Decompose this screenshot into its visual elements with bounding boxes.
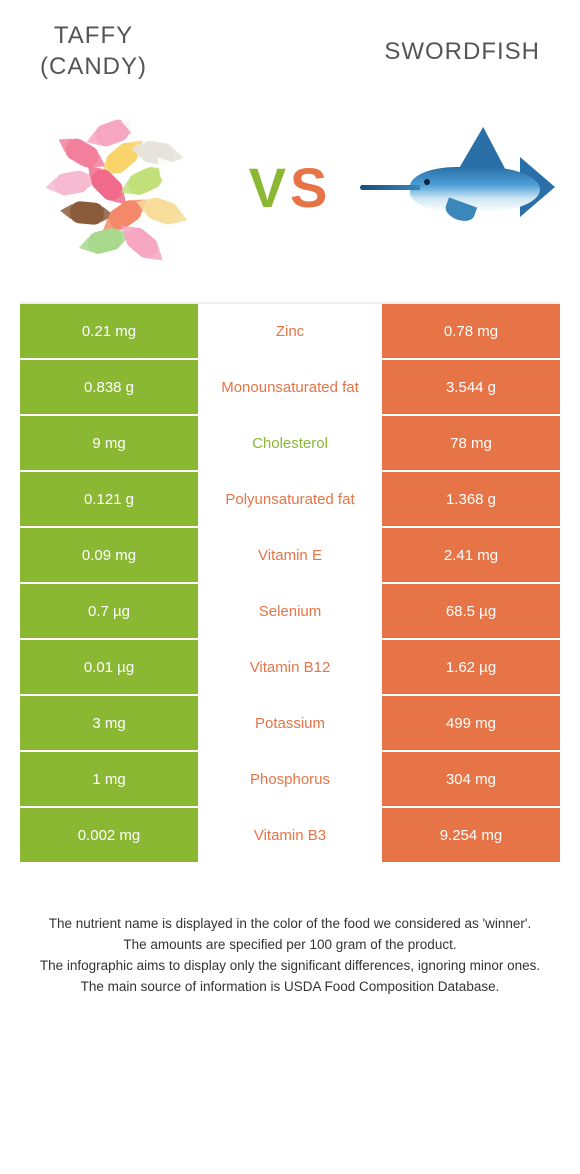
right-value: 1.62 µg bbox=[380, 640, 560, 694]
right-value: 0.78 mg bbox=[380, 304, 560, 358]
nutrient-label: Phosphorus bbox=[200, 752, 380, 806]
candy-piece bbox=[86, 226, 125, 256]
candy-piece bbox=[156, 158, 195, 198]
table-row: 9 mgCholesterol78 mg bbox=[20, 416, 560, 472]
left-value: 0.002 mg bbox=[20, 808, 200, 862]
footnote-line: The amounts are specified per 100 gram o… bbox=[30, 935, 550, 956]
right-food-title: Swordfish bbox=[384, 36, 540, 67]
footnotes: The nutrient name is displayed in the co… bbox=[0, 864, 580, 998]
vs-badge: VS bbox=[249, 155, 332, 220]
right-value: 68.5 µg bbox=[380, 584, 560, 638]
right-value: 78 mg bbox=[380, 416, 560, 470]
left-value: 0.09 mg bbox=[20, 528, 200, 582]
nutrient-label: Vitamin B3 bbox=[200, 808, 380, 862]
table-row: 0.21 mgZinc0.78 mg bbox=[20, 304, 560, 360]
table-row: 3 mgPotassium499 mg bbox=[20, 696, 560, 752]
left-value: 0.01 µg bbox=[20, 640, 200, 694]
right-value: 3.544 g bbox=[380, 360, 560, 414]
footnote-line: The main source of information is USDA F… bbox=[30, 977, 550, 998]
left-value: 9 mg bbox=[20, 416, 200, 470]
right-value: 2.41 mg bbox=[380, 528, 560, 582]
candy-piece bbox=[53, 170, 90, 198]
right-value: 1.368 g bbox=[380, 472, 560, 526]
nutrient-label: Monounsaturated fat bbox=[200, 360, 380, 414]
left-value: 1 mg bbox=[20, 752, 200, 806]
right-value: 9.254 mg bbox=[380, 808, 560, 862]
left-food-title: Taffy (candy) bbox=[40, 20, 147, 82]
nutrient-label: Vitamin B12 bbox=[200, 640, 380, 694]
nutrient-label: Zinc bbox=[200, 304, 380, 358]
nutrient-label: Vitamin E bbox=[200, 528, 380, 582]
table-row: 0.7 µgSelenium68.5 µg bbox=[20, 584, 560, 640]
left-value: 0.838 g bbox=[20, 360, 200, 414]
left-title-line1: Taffy bbox=[40, 20, 147, 51]
right-value: 304 mg bbox=[380, 752, 560, 806]
footnote-line: The infographic aims to display only the… bbox=[30, 956, 550, 977]
candy-piece bbox=[122, 224, 162, 263]
table-row: 0.002 mgVitamin B39.254 mg bbox=[20, 808, 560, 864]
table-row: 0.838 gMonounsaturated fat3.544 g bbox=[20, 360, 560, 416]
left-title-line2: (candy) bbox=[40, 51, 147, 82]
table-row: 1 mgPhosphorus304 mg bbox=[20, 752, 560, 808]
left-food-image bbox=[30, 102, 200, 272]
left-value: 0.7 µg bbox=[20, 584, 200, 638]
footnote-line: The nutrient name is displayed in the co… bbox=[30, 914, 550, 935]
nutrient-table: 0.21 mgZinc0.78 mg0.838 gMonounsaturated… bbox=[20, 302, 560, 864]
right-food-image bbox=[380, 102, 550, 272]
nutrient-label: Potassium bbox=[200, 696, 380, 750]
table-row: 0.01 µgVitamin B121.62 µg bbox=[20, 640, 560, 696]
header: Taffy (candy) Swordfish bbox=[0, 0, 580, 92]
images-row: VS bbox=[0, 92, 580, 302]
vs-letter-s: S bbox=[290, 156, 331, 219]
nutrient-label: Cholesterol bbox=[200, 416, 380, 470]
left-value: 3 mg bbox=[20, 696, 200, 750]
left-value: 0.21 mg bbox=[20, 304, 200, 358]
right-value: 499 mg bbox=[380, 696, 560, 750]
table-row: 0.09 mgVitamin E2.41 mg bbox=[20, 528, 560, 584]
candy-piece bbox=[69, 201, 105, 226]
nutrient-label: Polyunsaturated fat bbox=[200, 472, 380, 526]
left-value: 0.121 g bbox=[20, 472, 200, 526]
candy-piece bbox=[142, 195, 181, 227]
swordfish-illustration bbox=[380, 127, 550, 247]
nutrient-label: Selenium bbox=[200, 584, 380, 638]
candy-piece bbox=[128, 113, 167, 143]
candy-illustration bbox=[40, 112, 190, 262]
table-row: 0.121 gPolyunsaturated fat1.368 g bbox=[20, 472, 560, 528]
vs-letter-v: V bbox=[249, 156, 290, 219]
